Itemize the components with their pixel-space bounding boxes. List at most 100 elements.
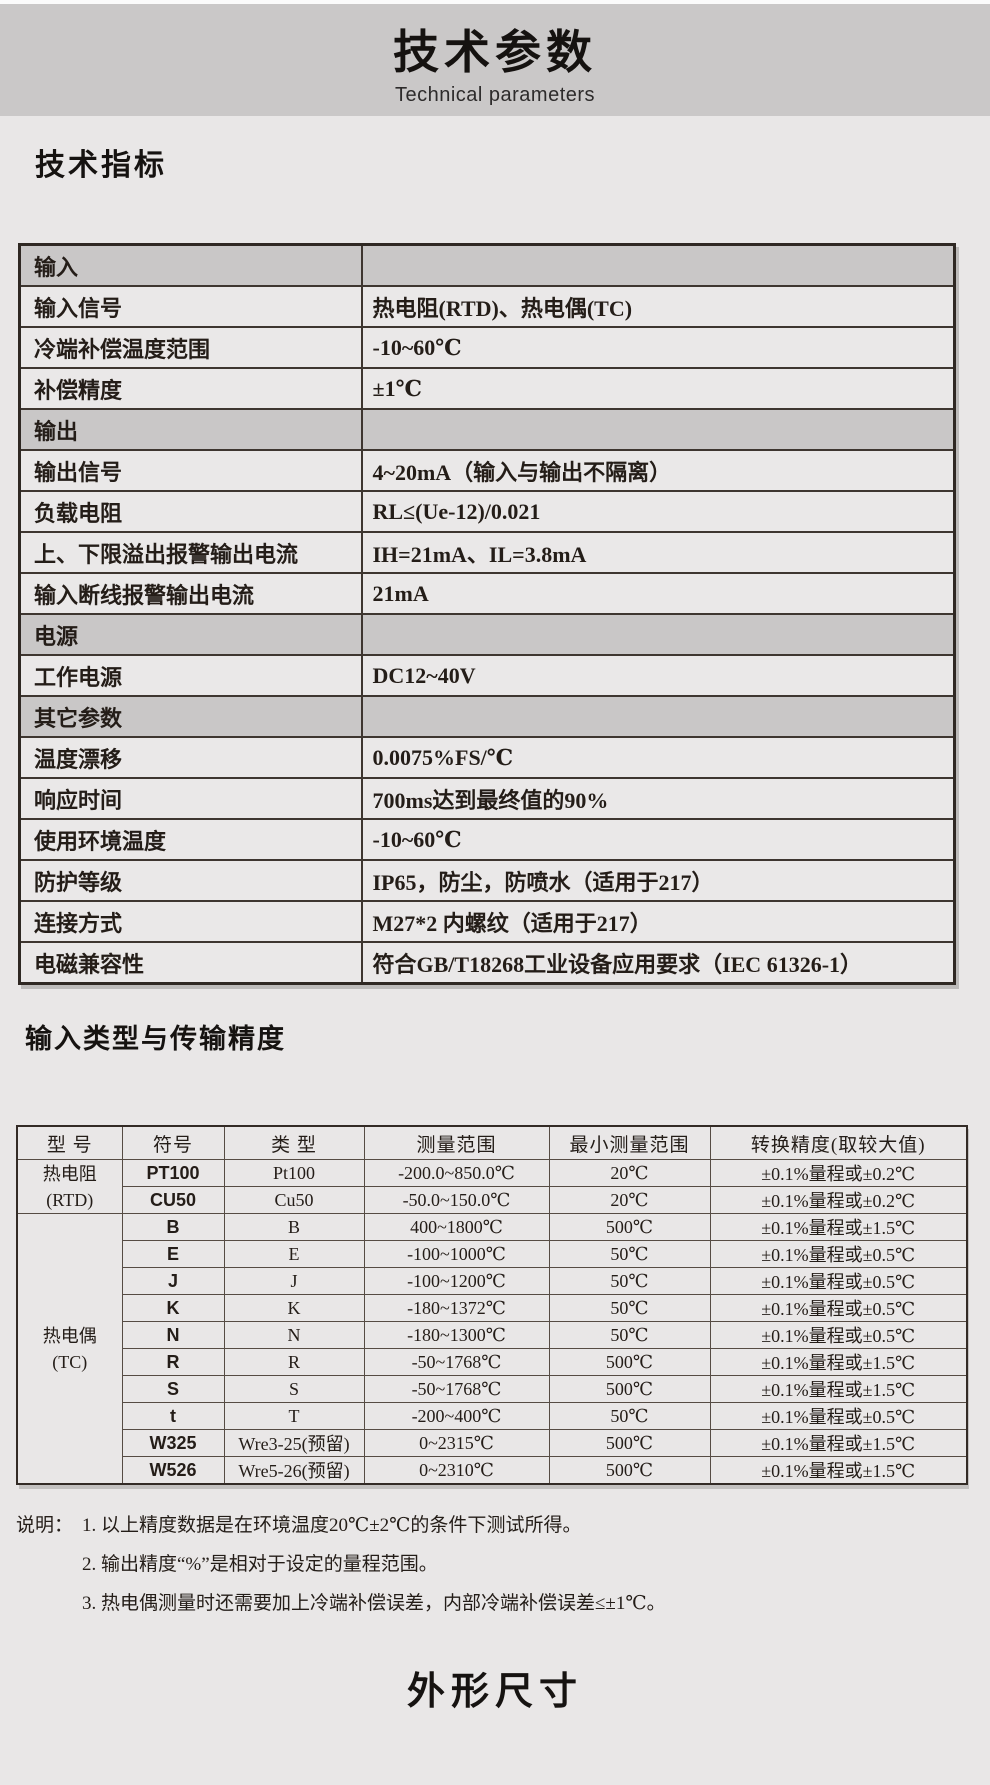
cell-type: Pt100 [223, 1159, 365, 1187]
cell-accuracy: ±0.1%量程或±0.5℃ [709, 1402, 968, 1430]
cell-accuracy: ±0.1%量程或±0.2℃ [709, 1159, 968, 1187]
spec-label: 连接方式 [19, 900, 363, 942]
spec-label: 输入断线报警输出电流 [19, 572, 363, 614]
spec-row: 电磁兼容性 符合GB/T18268工业设备应用要求（IEC 61326-1） [19, 941, 955, 984]
cell-range: -100~1000℃ [363, 1240, 550, 1268]
cell-symbol: J [121, 1267, 225, 1295]
cell-symbol: N [121, 1321, 225, 1349]
spec-value: IP65，防尘，防喷水（适用于217） [361, 859, 955, 901]
cell-min-range: 500℃ [548, 1429, 711, 1457]
table-row: R R -50~1768℃ 500℃ ±0.1%量程或±1.5℃ [17, 1348, 968, 1376]
cell-symbol: W325 [121, 1429, 225, 1457]
accuracy-table: 型 号 符号 类 型 测量范围 最小测量范围 转换精度(取较大值) 热电阻 (R… [16, 1125, 968, 1485]
cell-range: 0~2315℃ [363, 1429, 550, 1457]
cell-symbol: B [121, 1213, 225, 1241]
spec-section-row: 其它参数 [19, 695, 955, 737]
spec-row: 补偿精度 ±1℃ [19, 367, 955, 409]
cell-min-range: 500℃ [548, 1213, 711, 1241]
cell-accuracy: ±0.1%量程或±1.5℃ [709, 1375, 968, 1403]
spec-label: 电磁兼容性 [19, 941, 363, 984]
spec-label: 使用环境温度 [19, 818, 363, 860]
page-title: 技术参数 [393, 26, 597, 78]
spec-value: -10~60℃ [361, 326, 955, 368]
spec-table-container: 输入 输入信号 热电阻(RTD)、热电偶(TC) 冷端补偿温度范围 -10~60℃ … [18, 243, 956, 985]
cell-min-range: 500℃ [548, 1348, 711, 1376]
spec-value: IH=21mA、IL=3.8mA [361, 531, 955, 573]
spec-row: 使用环境温度 -10~60℃ [19, 818, 955, 860]
dimensions-section-heading: 外形尺寸 [406, 1671, 583, 1713]
spec-label: 上、下限溢出报警输出电流 [19, 531, 363, 573]
cell-type: E [223, 1240, 365, 1268]
cell-type: T [223, 1402, 365, 1430]
cell-min-range: 50℃ [548, 1240, 711, 1268]
cell-accuracy: ±0.1%量程或±1.5℃ [709, 1213, 968, 1241]
spec-value: -10~60℃ [361, 818, 955, 860]
cell-type: S [223, 1375, 365, 1403]
table-row: J J -100~1200℃ 50℃ ±0.1%量程或±0.5℃ [17, 1267, 968, 1295]
cell-range: -200~400℃ [363, 1402, 550, 1430]
cell-type: Cu50 [223, 1186, 365, 1214]
col-header-model: 型 号 [16, 1125, 123, 1160]
spec-value: DC12~40V [361, 654, 955, 696]
col-header-symbol: 符号 [121, 1125, 225, 1160]
spec-value [361, 408, 955, 450]
cell-min-range: 50℃ [548, 1321, 711, 1349]
spec-label: 输出信号 [19, 449, 363, 491]
spec-row: 工作电源 DC12~40V [19, 654, 955, 696]
tc-group-line2: (TC) [52, 1351, 88, 1372]
cell-accuracy: ±0.1%量程或±0.5℃ [709, 1321, 968, 1349]
cell-symbol: CU50 [121, 1186, 225, 1214]
spec-table: 输入 输入信号 热电阻(RTD)、热电偶(TC) 冷端补偿温度范围 -10~60℃ … [18, 243, 956, 985]
tc-group-label: 热电偶 (TC) [16, 1213, 123, 1485]
cell-symbol: R [121, 1348, 225, 1376]
cell-type: K [223, 1294, 365, 1322]
rtd-group-label: 热电阻 (RTD) [16, 1159, 123, 1214]
cell-accuracy: ±0.1%量程或±0.5℃ [709, 1294, 968, 1322]
table-row: CU50 Cu50 -50.0~150.0℃ 20℃ ±0.1%量程或±0.2℃ [17, 1186, 968, 1214]
cell-accuracy: ±0.1%量程或±1.5℃ [709, 1348, 968, 1376]
cell-type: N [223, 1321, 365, 1349]
col-header-range: 测量范围 [363, 1125, 550, 1160]
spec-label: 工作电源 [19, 654, 363, 696]
spec-value: M27*2 内螺纹（适用于217） [361, 900, 955, 942]
accuracy-section-heading: 输入类型与传输精度 [25, 1024, 286, 1054]
rtd-group-line2: (RTD) [46, 1189, 94, 1210]
cell-accuracy: ±0.1%量程或±0.2℃ [709, 1186, 968, 1214]
table-row: 热电阻 (RTD) PT100 Pt100 -200.0~850.0℃ 20℃ … [16, 1159, 968, 1214]
table-row: W526 Wre5-26(预留) 0~2310℃ 500℃ ±0.1%量程或±1… [17, 1456, 968, 1485]
cell-min-range: 20℃ [548, 1186, 711, 1214]
table-row: 热电偶 (TC) B B 400~1800℃ 500℃ ±0.1%量程或±1.5… [16, 1213, 968, 1485]
col-header-type: 类 型 [223, 1125, 365, 1160]
spec-label: 响应时间 [19, 777, 363, 819]
spec-section-row: 电源 [19, 613, 955, 655]
note-item: 2. 输出精度“%”是相对于设定的量程范围。 [82, 1554, 438, 1575]
spec-value: ±1℃ [361, 367, 955, 409]
table-row: K K -180~1372℃ 50℃ ±0.1%量程或±0.5℃ [17, 1294, 968, 1322]
cell-range: -100~1200℃ [363, 1267, 550, 1295]
cell-type: R [223, 1348, 365, 1376]
cell-type: Wre5-26(预留) [223, 1456, 365, 1485]
spec-section-label: 电源 [19, 613, 363, 655]
spec-label: 防护等级 [19, 859, 363, 901]
spec-section-label: 其它参数 [19, 695, 363, 737]
tc-group-line1: 热电偶 [42, 1325, 97, 1346]
spec-value: 4~20mA（输入与输出不隔离） [361, 449, 955, 491]
table-row: E E -100~1000℃ 50℃ ±0.1%量程或±0.5℃ [17, 1240, 968, 1268]
accuracy-table-container: 型 号 符号 类 型 测量范围 最小测量范围 转换精度(取较大值) 热电阻 (R… [16, 1125, 968, 1485]
spec-section-label: 输入 [19, 243, 363, 286]
spec-row: 上、下限溢出报警输出电流 IH=21mA、IL=3.8mA [19, 531, 955, 573]
cell-min-range: 50℃ [548, 1267, 711, 1295]
spec-label: 补偿精度 [19, 367, 363, 409]
table-row: W325 Wre3-25(预留) 0~2315℃ 500℃ ±0.1%量程或±1… [17, 1429, 968, 1457]
cell-type: Wre3-25(预留) [223, 1429, 365, 1457]
cell-range: -180~1372℃ [363, 1294, 550, 1322]
cell-range: -50.0~150.0℃ [363, 1186, 550, 1214]
cell-symbol: PT100 [121, 1159, 225, 1187]
spec-section-row: 输入 [19, 243, 955, 286]
spec-value: 700ms达到最终值的90% [361, 777, 955, 819]
spec-row: 输入信号 热电阻(RTD)、热电偶(TC) [19, 285, 955, 327]
note-item: 3. 热电偶测量时还需要加上冷端补偿误差，内部冷端补偿误差≤±1℃。 [82, 1593, 666, 1614]
spec-value [361, 243, 955, 286]
col-header-min-range: 最小测量范围 [548, 1125, 711, 1160]
spec-value [361, 613, 955, 655]
